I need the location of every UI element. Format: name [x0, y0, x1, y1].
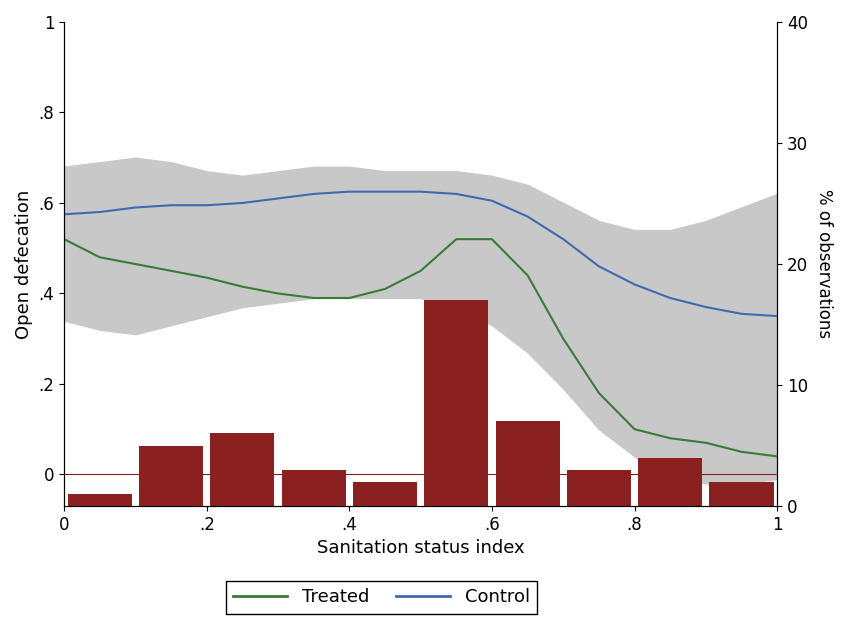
Bar — [282, 470, 346, 506]
X-axis label: Sanitation status index: Sanitation status index — [317, 540, 524, 557]
Bar — [210, 433, 275, 506]
Bar — [710, 482, 773, 506]
Y-axis label: % of observations: % of observations — [815, 189, 833, 338]
Bar — [139, 445, 204, 506]
Y-axis label: Open defecation: Open defecation — [15, 189, 33, 338]
Legend: Treated, Control: Treated, Control — [226, 581, 538, 614]
Bar — [495, 421, 560, 506]
Bar — [68, 494, 132, 506]
Bar — [424, 301, 488, 506]
Bar — [638, 458, 702, 506]
Bar — [566, 470, 631, 506]
Bar — [353, 482, 417, 506]
